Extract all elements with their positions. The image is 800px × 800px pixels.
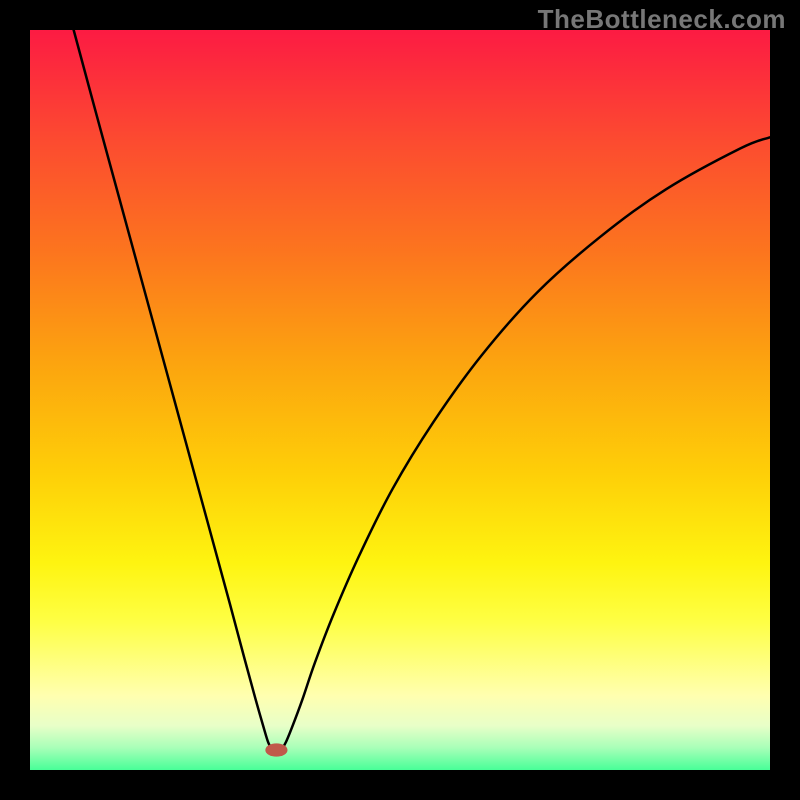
plot-area: [30, 30, 770, 770]
bottleneck-chart: [0, 0, 800, 800]
chart-container: { "watermark": "TheBottleneck.com", "cha…: [0, 0, 800, 800]
minimum-marker: [265, 743, 287, 756]
watermark-text: TheBottleneck.com: [538, 4, 786, 35]
